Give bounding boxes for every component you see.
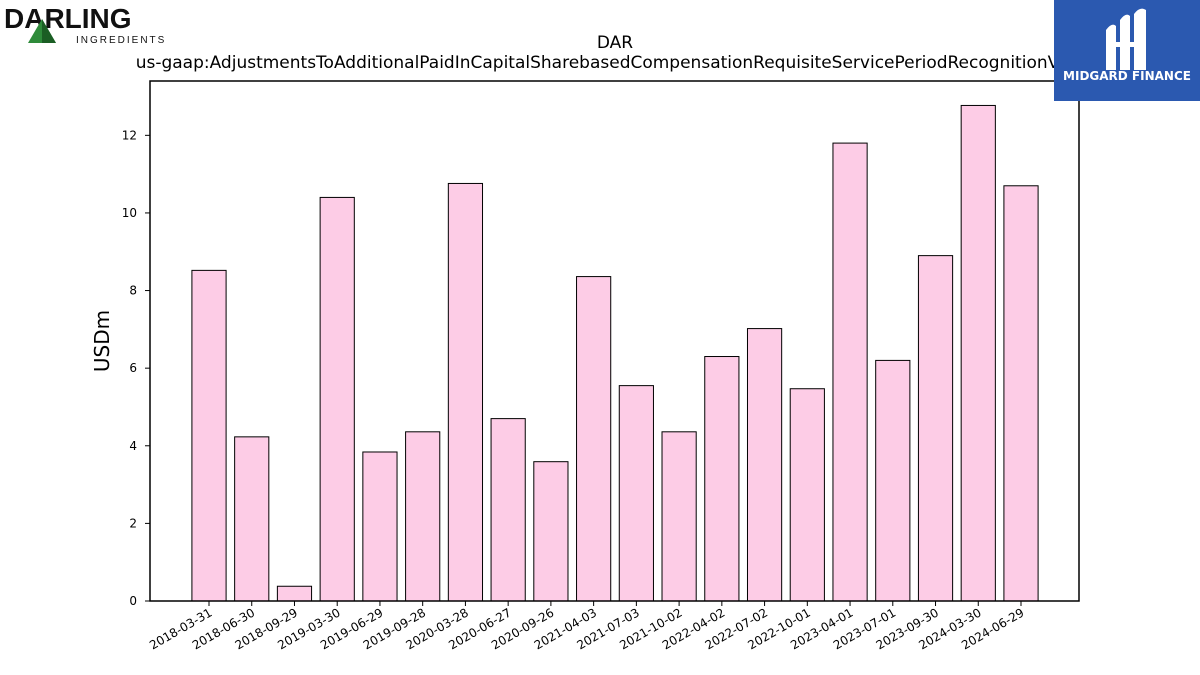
bar-2021-07-03 — [618, 385, 654, 602]
bar-2023-09-30 — [917, 255, 954, 602]
bar-2018-09-29 — [276, 585, 313, 602]
bar-2022-04-02 — [704, 356, 740, 602]
y-tick-label: 0 — [129, 594, 137, 608]
x-axis: 2018-03-312018-06-302018-09-292019-03-30… — [147, 601, 1027, 652]
midgard-m-icon — [1106, 8, 1146, 71]
y-tick-label: 6 — [129, 361, 137, 375]
bar-2024-06-29 — [1003, 185, 1039, 602]
triangle-shadow-icon — [42, 19, 56, 43]
bar-2021-10-02 — [661, 431, 697, 602]
bar-2021-04-03 — [576, 276, 612, 602]
y-tick-label: 10 — [122, 206, 137, 220]
chart-title: DAR — [597, 33, 633, 53]
y-axis-label: USDm — [90, 310, 114, 372]
bar-2022-10-01 — [789, 388, 825, 602]
y-axis: 0 2 4 6 8 10 12 — [122, 128, 150, 608]
bars-group — [191, 104, 1039, 602]
darling-ingredients-logo: DARLING INGREDIENTS — [4, 4, 166, 46]
bar-2019-06-29 — [362, 451, 398, 602]
bar-2020-09-26 — [533, 461, 569, 602]
y-tick-label: 12 — [122, 128, 137, 142]
bar-2020-03-28 — [447, 182, 484, 602]
bar-2022-07-02 — [746, 328, 783, 602]
y-tick-label: 2 — [129, 516, 137, 530]
plot-frame — [149, 80, 1080, 602]
midgard-brand-text: MIDGARD FINANCE — [1063, 69, 1191, 83]
midgard-finance-logo: MIDGARD FINANCE — [1054, 0, 1200, 101]
logo-sub-text: INGREDIENTS — [76, 35, 166, 46]
bar-2018-06-30 — [234, 436, 270, 602]
y-tick-label: 8 — [129, 284, 137, 298]
bar-2019-03-30 — [319, 196, 355, 602]
bar-2023-07-01 — [875, 359, 911, 602]
midgard-logo-svg: MIDGARD FINANCE — [1063, 8, 1191, 83]
chart-subtitle: us-gaap:AdjustmentsToAdditionalPaidInCap… — [136, 53, 1095, 73]
logo-brand-text: DARLING — [4, 4, 132, 34]
bar-2023-04-01 — [832, 142, 868, 602]
bar-2019-09-28 — [405, 431, 441, 602]
bar-2024-03-30 — [960, 104, 996, 602]
y-tick-label: 4 — [129, 439, 137, 453]
bar-2018-03-31 — [191, 269, 227, 602]
bar-2020-06-27 — [490, 418, 526, 602]
